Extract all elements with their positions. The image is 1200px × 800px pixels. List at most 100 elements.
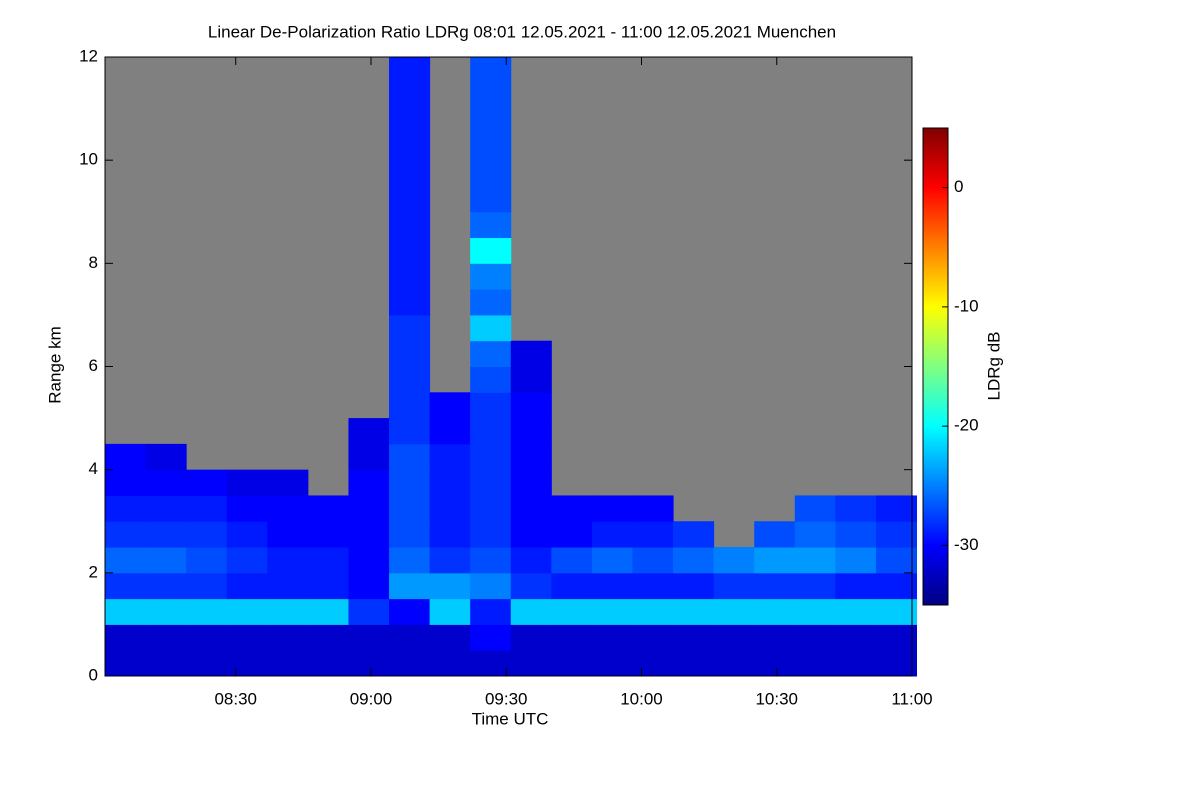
heatmap-cell	[186, 495, 228, 522]
heatmap-cell	[875, 598, 918, 625]
y-tick-label: 4	[89, 459, 98, 478]
heatmap-cell	[389, 572, 431, 600]
heatmap-cell	[348, 572, 390, 600]
plot-area: 0 2 4 6 8 10 12 08:30 09:00 09:30 10:00 10:30 11:00	[79, 46, 933, 708]
heatmap-cell	[510, 366, 552, 393]
heatmap-cell	[713, 624, 755, 651]
heatmap-cell	[470, 572, 512, 600]
heatmap-cell	[348, 443, 390, 471]
heatmap-cell	[632, 521, 674, 548]
heatmap-cell	[510, 650, 552, 677]
x-tick-label: 10:30	[755, 689, 798, 708]
heatmap-cell	[470, 57, 512, 84]
heatmap-cell	[105, 572, 147, 600]
heatmap-cell	[348, 650, 390, 677]
heatmap-cell	[389, 392, 431, 419]
heatmap-cell	[510, 521, 552, 548]
heatmap-cell	[510, 443, 552, 471]
heatmap-cell	[389, 211, 431, 239]
heatmap-cell	[551, 495, 593, 522]
heatmap-cell	[591, 598, 633, 625]
heatmap-cell	[470, 314, 512, 342]
heatmap-cell	[835, 521, 877, 548]
heatmap-cell	[673, 598, 715, 625]
heatmap-cell	[105, 443, 147, 471]
x-axis-title: Time UTC	[472, 709, 549, 728]
heatmap-cell	[551, 650, 593, 677]
heatmap-cell	[389, 650, 431, 677]
heatmap-cell	[632, 598, 674, 625]
heatmap-cell	[713, 598, 755, 625]
heatmap-cell	[875, 547, 918, 574]
y-tick-label: 6	[89, 356, 98, 375]
heatmap-cell	[389, 598, 431, 625]
heatmap-cell	[145, 650, 187, 677]
heatmap-cell	[510, 495, 552, 522]
heatmap-cell	[754, 547, 796, 574]
heatmap-cell	[105, 521, 147, 548]
heatmap-cell	[875, 624, 918, 651]
heatmap-cell	[307, 547, 349, 574]
heatmap-cell	[267, 572, 309, 600]
heatmap-cell	[551, 572, 593, 600]
heatmap-cell	[145, 469, 187, 496]
heatmap-cell	[307, 650, 349, 677]
heatmap-cell	[470, 495, 512, 522]
heatmap-cell	[186, 624, 228, 651]
heatmap-cell	[105, 650, 147, 677]
heatmap-cell	[145, 443, 187, 471]
heatmap-cell	[307, 495, 349, 522]
heatmap-cell	[389, 108, 431, 135]
heatmap-cell	[348, 469, 390, 496]
heatmap-cell	[267, 521, 309, 548]
heatmap-cell	[875, 495, 918, 522]
x-tick-label: 09:00	[350, 689, 393, 708]
y-tick-label: 2	[89, 562, 98, 581]
heatmap-cell	[510, 418, 552, 445]
heatmap-cell	[510, 340, 552, 367]
chart-title: Linear De-Polarization Ratio LDRg 08:01 …	[208, 22, 836, 41]
heatmap-cell	[794, 495, 836, 522]
heatmap-cell	[794, 624, 836, 651]
heatmap-cell	[470, 521, 512, 548]
colorbar: -30 -20 -10 0	[922, 127, 979, 606]
x-tick-label: 10:00	[620, 689, 663, 708]
heatmap-cell	[470, 289, 512, 316]
heatmap-cell	[632, 650, 674, 677]
heatmap-cell	[389, 82, 431, 110]
heatmap-cell	[145, 624, 187, 651]
heatmap-cell	[186, 650, 228, 677]
heatmap-cell	[632, 624, 674, 651]
heatmap-cell	[551, 521, 593, 548]
heatmap-cell	[389, 521, 431, 548]
heatmap-cell	[673, 624, 715, 651]
colorbar-scale	[922, 127, 949, 606]
heatmap-cell	[348, 547, 390, 574]
heatmap-cell	[105, 547, 147, 574]
heatmap-cell	[713, 572, 755, 600]
heatmap-cell	[470, 340, 512, 367]
heatmap-cell	[794, 598, 836, 625]
heatmap-cell	[632, 572, 674, 600]
heatmap-cell	[389, 624, 431, 651]
heatmap-cell	[429, 443, 471, 471]
heatmap-cell	[470, 237, 512, 264]
heatmap-cell	[754, 650, 796, 677]
heatmap-cell	[267, 469, 309, 496]
heatmap-cell	[713, 547, 755, 574]
heatmap-cell	[186, 572, 228, 600]
heatmap-cell	[713, 650, 755, 677]
heatmap-cell	[470, 443, 512, 471]
heatmap-cell	[470, 211, 512, 239]
heatmap-cell	[591, 547, 633, 574]
heatmap-cell	[429, 624, 471, 651]
heatmap-cell	[510, 392, 552, 419]
heatmap-cell	[226, 521, 268, 548]
heatmap-cell	[875, 650, 918, 677]
heatmap-cell	[632, 547, 674, 574]
heatmap-cell	[186, 547, 228, 574]
heatmap-cell	[389, 547, 431, 574]
heatmap-cell	[389, 418, 431, 445]
heatmap-cell	[754, 598, 796, 625]
heatmap-cell	[470, 650, 512, 677]
